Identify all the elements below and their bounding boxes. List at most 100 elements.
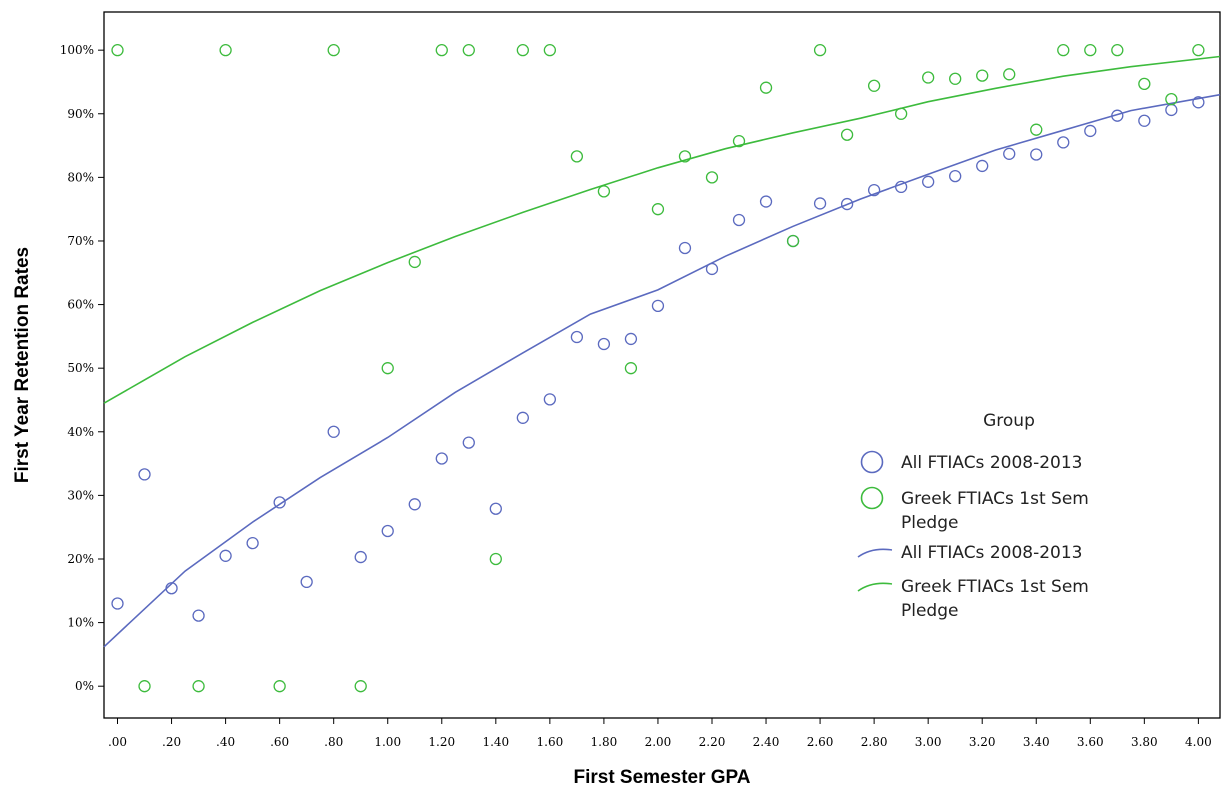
point-greek-ftiacs xyxy=(976,69,989,82)
plot-frame xyxy=(103,11,1221,719)
point-greek-ftiacs xyxy=(759,81,773,94)
point-all-ftiacs xyxy=(246,536,259,550)
x-tick-label: 3.00 xyxy=(915,735,942,749)
point-greek-ftiacs xyxy=(922,71,935,84)
x-tick-label: 2.40 xyxy=(753,735,780,749)
legend-title: Group xyxy=(983,411,1035,431)
point-greek-ftiacs xyxy=(543,44,557,57)
point-greek-ftiacs xyxy=(1057,44,1070,57)
legend-label: Pledge xyxy=(901,513,958,533)
point-greek-ftiacs xyxy=(111,44,124,57)
point-all-ftiacs xyxy=(1084,124,1097,138)
point-greek-ftiacs xyxy=(138,680,151,693)
point-all-ftiacs xyxy=(300,575,313,589)
point-greek-ftiacs xyxy=(1192,44,1205,57)
point-all-ftiacs xyxy=(543,393,557,406)
y-tick-label: 10% xyxy=(67,616,94,630)
point-all-ftiacs xyxy=(840,197,854,211)
point-greek-ftiacs xyxy=(705,171,719,184)
legend-label: Pledge xyxy=(901,601,958,621)
x-axis-title: First Semester GPA xyxy=(573,767,750,788)
fit-line-greek-ftiacs xyxy=(103,55,1221,404)
point-all-ftiacs xyxy=(759,195,773,208)
point-greek-ftiacs xyxy=(516,44,529,57)
point-all-ftiacs xyxy=(408,498,421,511)
fit-line-all-ftiacs xyxy=(103,93,1221,648)
point-all-ftiacs xyxy=(1192,96,1205,109)
legend-line xyxy=(857,582,893,592)
y-axis-ticks: 0% 10% 20% 30% 40% 50% 60% 70% 80% 90% 100% xyxy=(60,43,104,693)
point-greek-ftiacs xyxy=(786,234,800,248)
point-all-ftiacs xyxy=(354,550,367,564)
point-greek-ftiacs xyxy=(489,552,502,566)
point-greek-ftiacs xyxy=(381,362,394,375)
x-tick-label: 2.00 xyxy=(645,735,672,749)
y-tick-label: 60% xyxy=(67,298,94,312)
point-greek-ftiacs xyxy=(949,72,962,85)
x-tick-label: 2.60 xyxy=(807,735,834,749)
point-all-ftiacs xyxy=(462,436,475,449)
x-tick-label: 1.20 xyxy=(428,735,455,749)
fit-lines xyxy=(103,55,1221,648)
y-tick-label: 30% xyxy=(67,488,94,502)
point-greek-ftiacs xyxy=(435,44,448,57)
x-tick-label: 1.80 xyxy=(591,735,618,749)
y-tick-label: 40% xyxy=(67,425,94,439)
y-axis-title: First Year Retention Rates xyxy=(12,247,33,483)
point-all-ftiacs xyxy=(570,330,584,344)
x-tick-label: 3.80 xyxy=(1131,735,1158,749)
point-greek-ftiacs xyxy=(813,44,827,57)
point-all-ftiacs xyxy=(192,609,205,622)
point-all-ftiacs xyxy=(651,299,665,312)
y-tick-label: 0% xyxy=(75,679,94,693)
point-all-ftiacs xyxy=(1138,114,1151,127)
point-all-ftiacs xyxy=(138,468,151,481)
point-all-ftiacs xyxy=(381,524,394,538)
legend-marker xyxy=(860,486,884,510)
y-tick-label: 80% xyxy=(67,170,94,184)
point-greek-ftiacs xyxy=(867,79,881,92)
x-tick-label: 1.40 xyxy=(482,735,509,749)
x-tick-label: .80 xyxy=(324,735,343,749)
x-tick-label: 2.80 xyxy=(861,735,888,749)
x-tick-label: 3.20 xyxy=(969,735,996,749)
x-axis-ticks: .00 .20 .40 .60 .80 1.00 1.20 1.40 1.60 1.80 2.00 2… xyxy=(108,718,1212,749)
point-all-ftiacs xyxy=(732,213,746,227)
x-tick-label: 1.00 xyxy=(374,735,401,749)
x-tick-label: 2.20 xyxy=(699,735,726,749)
point-greek-ftiacs xyxy=(273,680,286,693)
point-greek-ftiacs xyxy=(840,128,854,141)
legend-label: Greek FTIACs 1st Sem xyxy=(901,577,1089,597)
point-all-ftiacs xyxy=(1030,148,1043,161)
point-all-ftiacs xyxy=(273,496,286,509)
x-tick-label: .60 xyxy=(270,735,289,749)
point-greek-ftiacs xyxy=(327,44,340,57)
x-tick-label: 1.60 xyxy=(537,735,564,749)
point-all-ftiacs xyxy=(165,582,178,595)
legend-label: All FTIACs 2008-2013 xyxy=(901,543,1082,563)
point-all-ftiacs xyxy=(219,549,232,562)
point-greek-ftiacs xyxy=(732,134,746,148)
point-all-ftiacs xyxy=(1165,103,1178,117)
point-greek-ftiacs xyxy=(1084,44,1097,57)
point-all-ftiacs xyxy=(867,183,881,197)
x-tick-label: .40 xyxy=(216,735,235,749)
point-all-ftiacs xyxy=(705,262,719,276)
point-all-ftiacs xyxy=(922,175,935,188)
point-all-ftiacs xyxy=(624,332,638,346)
point-greek-ftiacs xyxy=(192,680,205,693)
point-greek-ftiacs xyxy=(1111,44,1124,57)
point-greek-ftiacs xyxy=(651,203,665,216)
point-all-ftiacs xyxy=(597,337,611,351)
point-all-ftiacs xyxy=(516,411,529,424)
y-tick-label: 90% xyxy=(67,107,94,121)
point-all-ftiacs xyxy=(813,197,827,210)
y-tick-label: 70% xyxy=(67,234,94,248)
point-all-ftiacs xyxy=(976,159,989,173)
point-all-ftiacs xyxy=(1003,147,1016,160)
data-points xyxy=(111,44,1205,693)
x-tick-label: .00 xyxy=(108,735,127,749)
y-tick-label: 100% xyxy=(60,43,94,57)
point-greek-ftiacs xyxy=(1030,123,1043,136)
legend-marker xyxy=(860,450,884,474)
